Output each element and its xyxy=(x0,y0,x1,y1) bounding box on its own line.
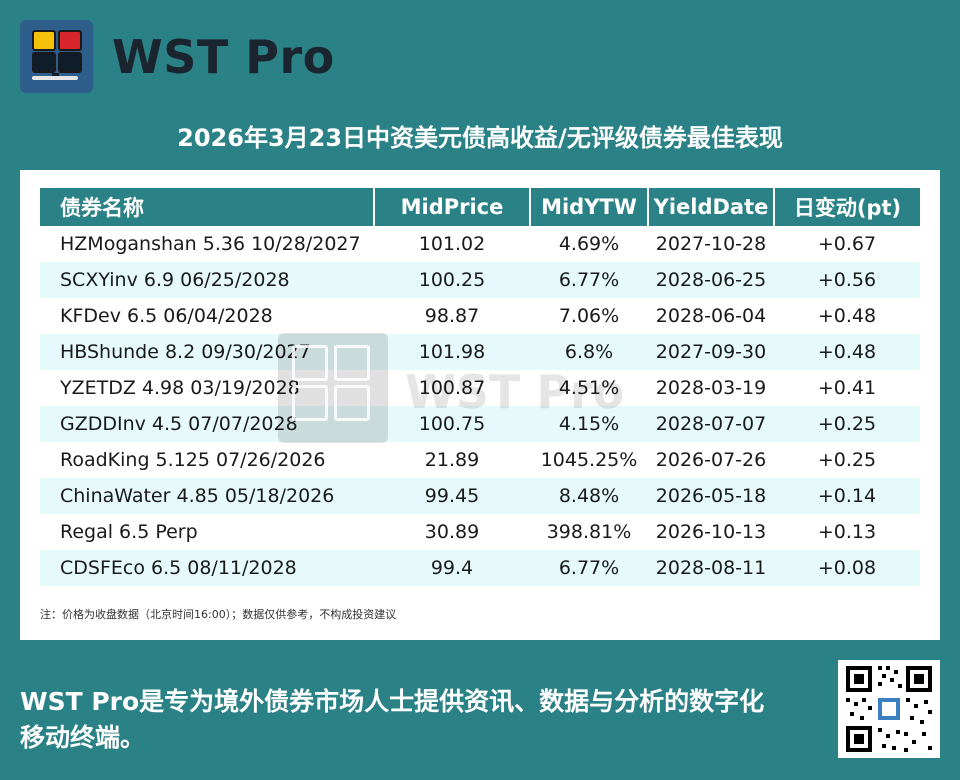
midytw-cell: 6.77% xyxy=(530,262,648,298)
midytw-cell: 6.8% xyxy=(530,334,648,370)
midytw-cell: 4.15% xyxy=(530,406,648,442)
yielddate-cell: 2028-06-04 xyxy=(655,305,767,327)
daily-change-cell: +0.48 xyxy=(817,305,877,327)
column-header-daily-change: 日变动(pt) xyxy=(773,188,920,226)
midprice-cell: 21.89 xyxy=(424,449,480,471)
midytw-cell: 8.48% xyxy=(530,478,648,514)
bond-name-cell: HZMoganshan 5.36 10/28/2027 xyxy=(60,233,361,255)
table-row: SCXYinv 6.9 06/25/2028 100.25 6.77% 2028… xyxy=(40,262,920,298)
midprice-cell: 99.4 xyxy=(374,550,530,586)
midprice-cell: 100.25 xyxy=(374,262,530,298)
midprice-cell: 101.02 xyxy=(418,233,486,255)
table-row: ChinaWater 4.85 05/18/2026 99.45 8.48% 2… xyxy=(40,478,920,514)
midprice-cell: 99.45 xyxy=(374,478,530,514)
daily-change-cell: +0.56 xyxy=(774,262,920,298)
midytw-cell: 4.69% xyxy=(558,233,620,255)
bond-name-cell: CDSFEco 6.5 08/11/2028 xyxy=(40,550,374,586)
yielddate-cell: 2027-09-30 xyxy=(648,334,774,370)
daily-change-cell: +0.14 xyxy=(774,478,920,514)
bond-name-cell: GZDDInv 4.5 07/07/2028 xyxy=(40,406,374,442)
bond-name-cell: ChinaWater 4.85 05/18/2026 xyxy=(40,478,374,514)
daily-change-cell: +0.25 xyxy=(774,406,920,442)
midytw-cell: 1045.25% xyxy=(540,449,638,471)
brand-name: WST Pro xyxy=(112,30,335,84)
midytw-cell: 7.06% xyxy=(558,305,620,327)
bond-name-cell: SCXYinv 6.9 06/25/2028 xyxy=(40,262,374,298)
table-row: KFDev 6.5 06/04/2028 98.87 7.06% 2028-06… xyxy=(40,298,920,334)
yielddate-cell: 2028-03-19 xyxy=(655,377,767,399)
column-header-midytw: MidYTW xyxy=(529,188,648,226)
midprice-cell: 101.98 xyxy=(374,334,530,370)
disclaimer-note: 注：价格为收盘数据（北京时间16:00）；数据仅供参考，不构成投资建议 xyxy=(40,608,397,621)
bond-name-cell: YZETDZ 4.98 03/19/2028 xyxy=(60,377,300,399)
midprice-cell: 100.87 xyxy=(418,377,486,399)
yielddate-cell: 2026-10-13 xyxy=(655,521,767,543)
midytw-cell: 4.51% xyxy=(558,377,620,399)
midytw-cell: 6.77% xyxy=(530,550,648,586)
table-header-row: 债券名称 MidPrice MidYTW YieldDate 日变动(pt) xyxy=(40,188,920,226)
yielddate-cell: 2026-07-26 xyxy=(655,449,767,471)
daily-change-cell: +0.67 xyxy=(817,233,877,255)
daily-change-cell: +0.41 xyxy=(817,377,877,399)
daily-change-cell: +0.48 xyxy=(774,334,920,370)
table-row: YZETDZ 4.98 03/19/2028 100.87 4.51% 2028… xyxy=(40,370,920,406)
yielddate-cell: 2026-05-18 xyxy=(648,478,774,514)
daily-change-cell: +0.25 xyxy=(817,449,877,471)
column-header-midprice: MidPrice xyxy=(373,188,530,226)
daily-change-cell: +0.08 xyxy=(774,550,920,586)
table-row: HBShunde 8.2 09/30/2027 101.98 6.8% 2027… xyxy=(40,334,920,370)
column-header-yielddate: YieldDate xyxy=(647,188,774,226)
midprice-cell: 98.87 xyxy=(424,305,480,327)
qr-code-icon xyxy=(838,660,940,758)
tagline: WST Pro是专为境外债券市场人士提供资讯、数据与分析的数字化移动终端。 xyxy=(20,687,765,752)
table-row: RoadKing 5.125 07/26/2026 21.89 1045.25%… xyxy=(40,442,920,478)
yielddate-cell: 2028-08-11 xyxy=(648,550,774,586)
midprice-cell: 100.75 xyxy=(374,406,530,442)
table-row: Regal 6.5 Perp 30.89 398.81% 2026-10-13 … xyxy=(40,514,920,550)
yielddate-cell: 2028-07-07 xyxy=(648,406,774,442)
midytw-cell: 398.81% xyxy=(546,521,632,543)
bond-name-cell: RoadKing 5.125 07/26/2026 xyxy=(60,449,326,471)
wst-pro-logo-icon xyxy=(20,20,93,93)
bond-table: 债券名称 MidPrice MidYTW YieldDate 日变动(pt) H… xyxy=(40,188,920,586)
page-title: 2026年3月23日中资美元债高收益/无评级债券最佳表现 xyxy=(177,124,783,152)
bond-name-cell: Regal 6.5 Perp xyxy=(60,521,198,543)
table-row: CDSFEco 6.5 08/11/2028 99.4 6.77% 2028-0… xyxy=(40,550,920,586)
yielddate-cell: 2027-10-28 xyxy=(655,233,767,255)
column-header-bond-name: 债券名称 xyxy=(40,188,374,226)
midprice-cell: 30.89 xyxy=(424,521,480,543)
yielddate-cell: 2028-06-25 xyxy=(648,262,774,298)
table-row: GZDDInv 4.5 07/07/2028 100.75 4.15% 2028… xyxy=(40,406,920,442)
bond-name-cell: HBShunde 8.2 09/30/2027 xyxy=(40,334,374,370)
daily-change-cell: +0.13 xyxy=(817,521,877,543)
bond-name-cell: KFDev 6.5 06/04/2028 xyxy=(60,305,273,327)
table-row: HZMoganshan 5.36 10/28/2027 101.02 4.69%… xyxy=(40,226,920,262)
table-panel: 债券名称 MidPrice MidYTW YieldDate 日变动(pt) H… xyxy=(20,170,940,640)
